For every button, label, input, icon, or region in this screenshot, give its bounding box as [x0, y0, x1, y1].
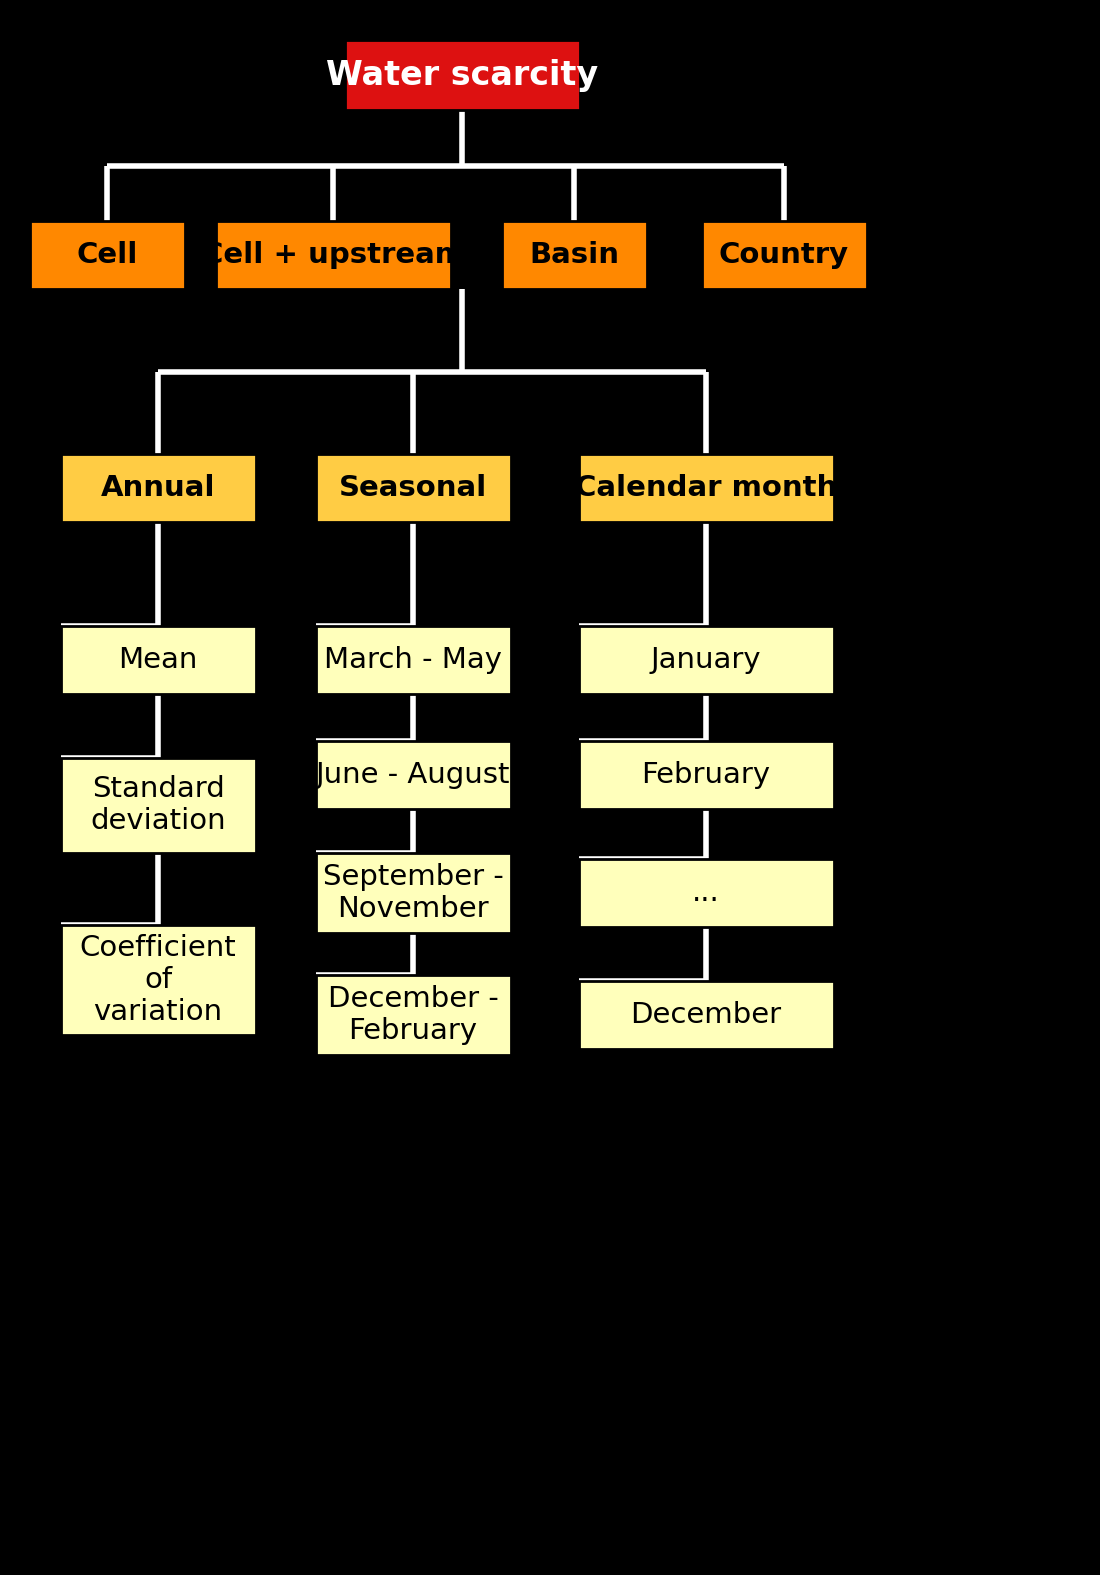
Text: Calendar month: Calendar month	[575, 474, 837, 502]
Text: Annual: Annual	[101, 474, 216, 502]
FancyBboxPatch shape	[316, 975, 510, 1055]
FancyBboxPatch shape	[579, 981, 834, 1049]
FancyBboxPatch shape	[579, 454, 834, 521]
Text: January: January	[651, 646, 761, 674]
Text: Coefficient
of
variation: Coefficient of variation	[79, 934, 236, 1027]
FancyBboxPatch shape	[60, 625, 255, 695]
FancyBboxPatch shape	[316, 854, 510, 932]
Text: Cell + upstream: Cell + upstream	[201, 241, 464, 269]
Text: Cell: Cell	[76, 241, 138, 269]
Text: September -
November: September - November	[322, 863, 504, 923]
FancyBboxPatch shape	[702, 221, 867, 288]
FancyBboxPatch shape	[216, 221, 451, 288]
FancyBboxPatch shape	[60, 758, 255, 852]
Text: June - August: June - August	[316, 761, 510, 789]
FancyBboxPatch shape	[60, 925, 255, 1035]
Text: Water scarcity: Water scarcity	[326, 58, 598, 91]
Text: March - May: March - May	[324, 646, 502, 674]
FancyBboxPatch shape	[502, 221, 647, 288]
FancyBboxPatch shape	[316, 740, 510, 810]
Text: Basin: Basin	[529, 241, 619, 269]
Text: February: February	[641, 761, 771, 789]
Text: December -
February: December - February	[328, 984, 498, 1046]
Text: December: December	[630, 1002, 782, 1028]
Text: Standard
deviation: Standard deviation	[90, 775, 226, 835]
FancyBboxPatch shape	[316, 625, 510, 695]
FancyBboxPatch shape	[579, 740, 834, 810]
Text: Mean: Mean	[119, 646, 198, 674]
Text: Seasonal: Seasonal	[339, 474, 487, 502]
FancyBboxPatch shape	[344, 39, 580, 110]
FancyBboxPatch shape	[579, 858, 834, 928]
FancyBboxPatch shape	[30, 221, 185, 288]
FancyBboxPatch shape	[316, 454, 510, 521]
FancyBboxPatch shape	[579, 625, 834, 695]
FancyBboxPatch shape	[60, 454, 255, 521]
Text: ...: ...	[692, 879, 719, 907]
Text: Country: Country	[719, 241, 849, 269]
